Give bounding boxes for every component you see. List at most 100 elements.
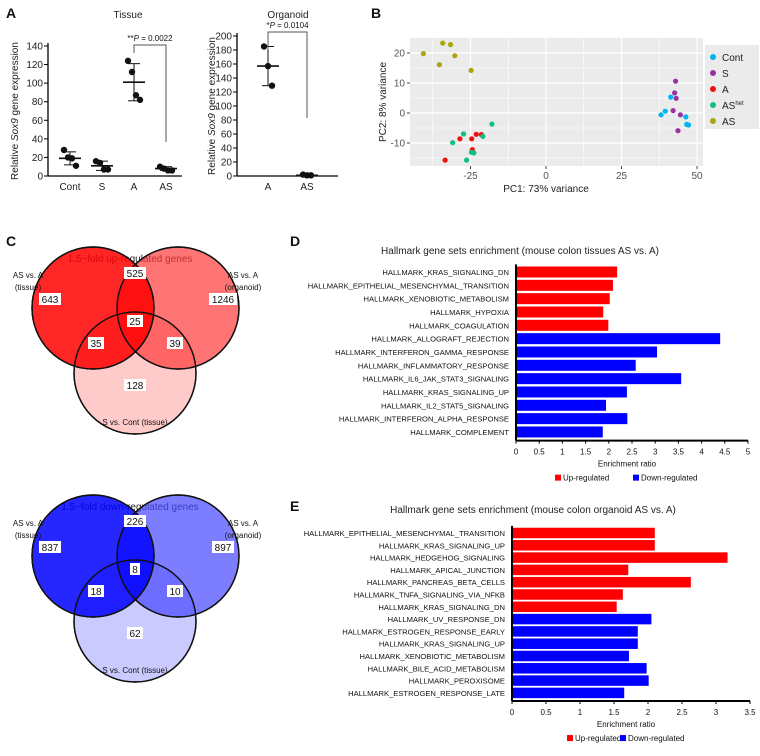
count-box bbox=[167, 585, 183, 597]
category-label: HALLMARK_ALLOGRAFT_REJECTION bbox=[371, 335, 509, 344]
bar bbox=[516, 399, 607, 411]
venn-circle-outline bbox=[31, 494, 155, 618]
category-label: HALLMARK_ESTROGEN_RESPONSE_EARLY bbox=[342, 627, 505, 636]
significance-bracket bbox=[133, 44, 167, 142]
pca-point bbox=[668, 94, 674, 100]
bar bbox=[512, 687, 625, 699]
x-tick-label: 4.5 bbox=[719, 448, 731, 457]
y-tick-label: 0 bbox=[37, 172, 43, 183]
y-tick-label: 200 bbox=[215, 32, 232, 43]
pca-point bbox=[683, 114, 689, 120]
category-label: HALLMARK_EPITHELIAL_MESENCHYMAL_TRANSITI… bbox=[304, 529, 505, 538]
region-count-organoid-only: 1246 bbox=[212, 295, 235, 306]
x-tick-label: 4 bbox=[699, 448, 704, 457]
bar bbox=[512, 675, 649, 686]
y-tick-label: 160 bbox=[215, 60, 232, 71]
pca-point bbox=[473, 131, 479, 137]
region-count-tissue-organoid: 226 bbox=[127, 517, 144, 528]
legend-label: A bbox=[722, 85, 729, 96]
count-box bbox=[88, 585, 104, 597]
category-label: HALLMARK_TNFA_SIGNALING_VIA_NFKB bbox=[354, 591, 505, 600]
category-label: HALLMARK_XENOBIOTIC_METABOLISM bbox=[360, 652, 505, 661]
x-tick-label: -25 bbox=[463, 171, 478, 182]
panel-label-c: C bbox=[6, 233, 16, 249]
x-tick-label: 3 bbox=[653, 448, 658, 457]
significance-stars: * bbox=[266, 21, 269, 30]
legend-label: S bbox=[722, 69, 729, 80]
pca-point bbox=[471, 150, 477, 156]
pca-point bbox=[480, 133, 486, 139]
category-label: HALLMARK_KRAS_SIGNALING_UP bbox=[379, 640, 505, 649]
bar bbox=[516, 266, 618, 278]
count-box bbox=[167, 337, 183, 349]
bar bbox=[512, 589, 623, 600]
category-label: HALLMARK_KRAS_SIGNALING_UP bbox=[383, 388, 509, 397]
x-tick-label: 0 bbox=[514, 448, 519, 457]
count-box bbox=[88, 337, 104, 349]
tissue-dot-plot: 0 20 40 60 80 100 120 140 Tissue Relative Sox9 ge… bbox=[10, 10, 182, 193]
x-tick-label: 1 bbox=[578, 708, 583, 717]
region-count-all: 25 bbox=[129, 317, 141, 328]
y-tick-label: 180 bbox=[215, 46, 232, 57]
legend-label-superscript: het bbox=[735, 101, 744, 107]
p-symbol: P bbox=[270, 21, 276, 30]
category-label: HALLMARK_PEROXISOME bbox=[409, 677, 505, 686]
count-box bbox=[127, 627, 143, 639]
bar bbox=[512, 626, 638, 637]
organoid-dot-plot: 0 20 40 60 80 100 120 140 160 180 200 Organoid Relat… bbox=[207, 10, 338, 193]
y-tick-label: -10 bbox=[391, 139, 406, 150]
chart-title: Hallmark gene sets enrichment (mouse col… bbox=[390, 505, 676, 516]
region-count-organoid-s: 39 bbox=[169, 339, 181, 350]
pca-plot: -25 0 25 50 -10 0 10 20 PC1: 73% variance PC2: 8%… bbox=[378, 38, 759, 195]
x-tick-label: S bbox=[99, 182, 106, 193]
region-count-tissue-s: 35 bbox=[90, 339, 102, 350]
legend-marker bbox=[710, 70, 716, 76]
y-tick-label: 120 bbox=[26, 60, 43, 71]
category-label: HALLMARK_INTERFERON_ALPHA_RESPONSE bbox=[339, 415, 509, 424]
count-box bbox=[124, 515, 146, 527]
pca-point bbox=[677, 112, 683, 118]
y-tick-label: 10 bbox=[394, 79, 406, 90]
bar bbox=[516, 386, 627, 398]
y-axis-label-part: Sox9 bbox=[207, 113, 218, 136]
x-tick-label: A bbox=[265, 182, 272, 193]
category-label: HALLMARK_KRAS_SIGNALING_DN bbox=[382, 268, 509, 277]
x-tick-label: 0.5 bbox=[540, 708, 552, 717]
venn-circle-outline bbox=[73, 311, 197, 435]
region-count-all: 8 bbox=[132, 565, 138, 576]
legend-label: Up-regulated bbox=[575, 734, 621, 743]
y-tick-label: 100 bbox=[26, 79, 43, 90]
bar bbox=[516, 346, 658, 358]
category-label: HALLMARK_INFLAMMATORY_RESPONSE bbox=[358, 361, 509, 370]
bar bbox=[516, 373, 682, 385]
x-tick-label: 1 bbox=[560, 448, 565, 457]
hallmark-tissue-bar-chart: Hallmark gene sets enrichment (mouse col… bbox=[308, 246, 751, 483]
panel-label-b: B bbox=[371, 5, 381, 21]
x-tick-label: 3.5 bbox=[744, 708, 756, 717]
legend-label: Up-regulated bbox=[563, 474, 609, 483]
pca-point bbox=[662, 108, 668, 114]
x-tick-label: 2.5 bbox=[676, 708, 688, 717]
pca-point bbox=[469, 136, 475, 142]
x-tick-label: A bbox=[131, 182, 138, 193]
legend-swatch bbox=[620, 735, 626, 742]
set-label-line1: AS vs. A bbox=[13, 271, 44, 280]
significance-bracket bbox=[267, 31, 308, 118]
legend-label: Down-regulated bbox=[641, 474, 697, 483]
x-tick-label: Cont bbox=[59, 182, 80, 193]
region-count-tissue-organoid: 525 bbox=[127, 269, 144, 280]
pca-point bbox=[672, 90, 678, 96]
data-point bbox=[104, 166, 112, 173]
y-axis-label-part: gene expression bbox=[207, 37, 218, 113]
panel-label-a: A bbox=[6, 5, 16, 21]
x-axis-label: Enrichment ratio bbox=[598, 460, 657, 469]
bar bbox=[516, 359, 636, 371]
pca-point bbox=[452, 53, 458, 59]
legend-label: Down-regulated bbox=[628, 734, 684, 743]
pca-point bbox=[675, 128, 681, 134]
set-label-line1: AS vs. A bbox=[228, 271, 259, 280]
region-count-s-only: 128 bbox=[127, 381, 144, 392]
bar bbox=[512, 663, 647, 674]
y-tick-label: 20 bbox=[221, 158, 233, 169]
